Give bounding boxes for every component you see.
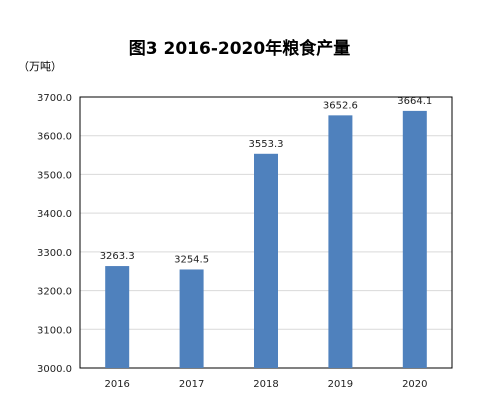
bar [179,269,204,368]
data-label: 3553.3 [249,139,284,150]
bar [402,110,427,368]
chart-title: 图3 2016-2020年粮食产量 [128,39,351,59]
x-tick-label: 2020 [402,379,427,390]
y-tick-label: 3300.0 [37,248,72,259]
bar [328,115,353,368]
x-tick-label: 2016 [104,379,129,390]
y-tick-label: 3600.0 [37,132,72,143]
x-tick-label: 2017 [179,379,204,390]
data-label: 3263.3 [100,251,135,262]
y-tick-label: 3700.0 [37,93,72,104]
x-tick-label: 2019 [328,379,353,390]
y-tick-label: 3400.0 [37,209,72,220]
y-axis-unit-label: （万吨） [18,60,62,73]
y-tick-label: 3500.0 [37,170,72,181]
y-tick-label: 3000.0 [37,364,72,375]
data-label: 3652.6 [323,100,358,111]
y-tick-label: 3200.0 [37,287,72,298]
data-label: 3254.5 [174,254,209,265]
bar [254,153,278,368]
data-label: 3664.1 [397,96,432,107]
bar [105,266,130,368]
y-tick-label: 3100.0 [37,325,72,336]
x-tick-label: 2018 [253,379,278,390]
